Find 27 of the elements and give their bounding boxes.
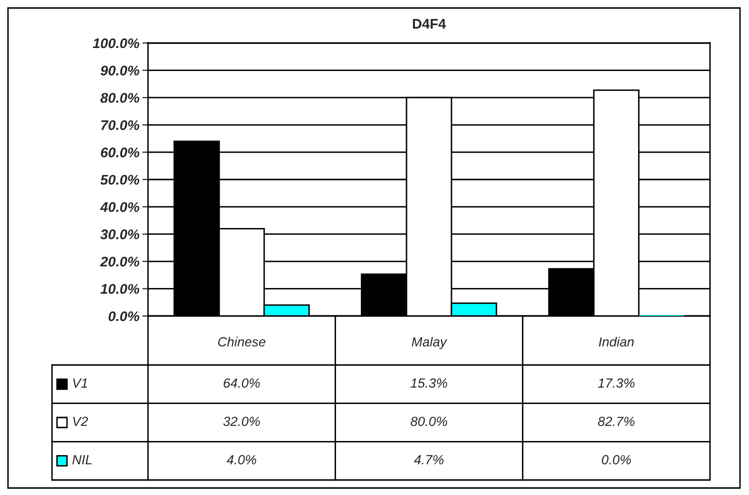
data-label: 4.0% [226, 455, 256, 464]
chart-title: D4F4 [412, 19, 446, 29]
y-tick-label: 10.0% [100, 284, 140, 294]
data-label: 4.7% [414, 455, 444, 464]
x-tick-label: Chinese [218, 336, 266, 347]
data-label: 80.0% [410, 416, 448, 426]
y-tick-label: 80.0% [100, 92, 140, 103]
x-tick-label: Indian [598, 336, 634, 347]
x-tick-label: Malay [412, 336, 448, 350]
legend-label: V2 [73, 416, 88, 426]
y-tick-label: 30.0% [100, 229, 140, 240]
data-label: 64.0% [224, 378, 260, 388]
y-tick-label: 90.0% [100, 66, 140, 76]
y-tick-label: 70.0% [101, 120, 140, 130]
data-label: 82.7% [598, 416, 634, 426]
y-tick-label: 0.0% [108, 311, 140, 322]
y-tick-label: 60.0% [100, 148, 140, 158]
y-tick-label: 50.0% [100, 174, 140, 185]
y-tick-label: 20.0% [100, 256, 140, 267]
y-tick-label: 100.0% [92, 38, 140, 48]
y-tick-label: 40.0% [100, 202, 140, 212]
data-label: 17.3% [598, 378, 634, 388]
data-label: 0.0% [602, 455, 631, 464]
legend-label: V1 [73, 378, 88, 388]
legend-label: NIL [72, 455, 92, 464]
data-label: 15.3% [410, 378, 448, 388]
data-label: 32.0% [223, 416, 260, 426]
